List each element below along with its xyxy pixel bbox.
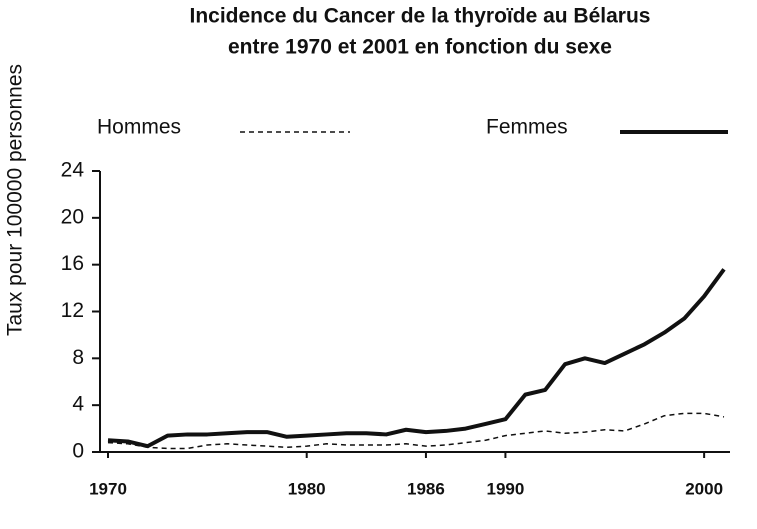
- x-tick-label: 1990: [487, 479, 525, 498]
- legend-label: Hommes: [97, 116, 181, 139]
- y-axis-label: Taux pour 100000 personnes: [4, 64, 27, 336]
- x-tick-label: 1986: [407, 479, 445, 498]
- legend-label: Femmes: [486, 116, 568, 139]
- y-tick-label: 20: [61, 205, 84, 228]
- y-tick-label: 8: [72, 346, 84, 369]
- hommes-line: [107, 412, 725, 450]
- femmes-line: [107, 268, 726, 449]
- x-tick-label: 1970: [89, 479, 127, 498]
- y-tick-label: 12: [61, 299, 84, 322]
- y-tick-label: 24: [61, 159, 85, 182]
- x-tick-label: 1980: [288, 479, 326, 498]
- x-tick-label: 2000: [685, 479, 723, 498]
- chart-title: Incidence du Cancer de la thyroïde au Bé…: [190, 5, 651, 28]
- chart-title: entre 1970 et 2001 en fonction du sexe: [228, 36, 612, 59]
- y-tick-label: 0: [72, 440, 84, 463]
- y-tick-label: 16: [61, 252, 84, 275]
- y-tick-label: 4: [72, 393, 84, 416]
